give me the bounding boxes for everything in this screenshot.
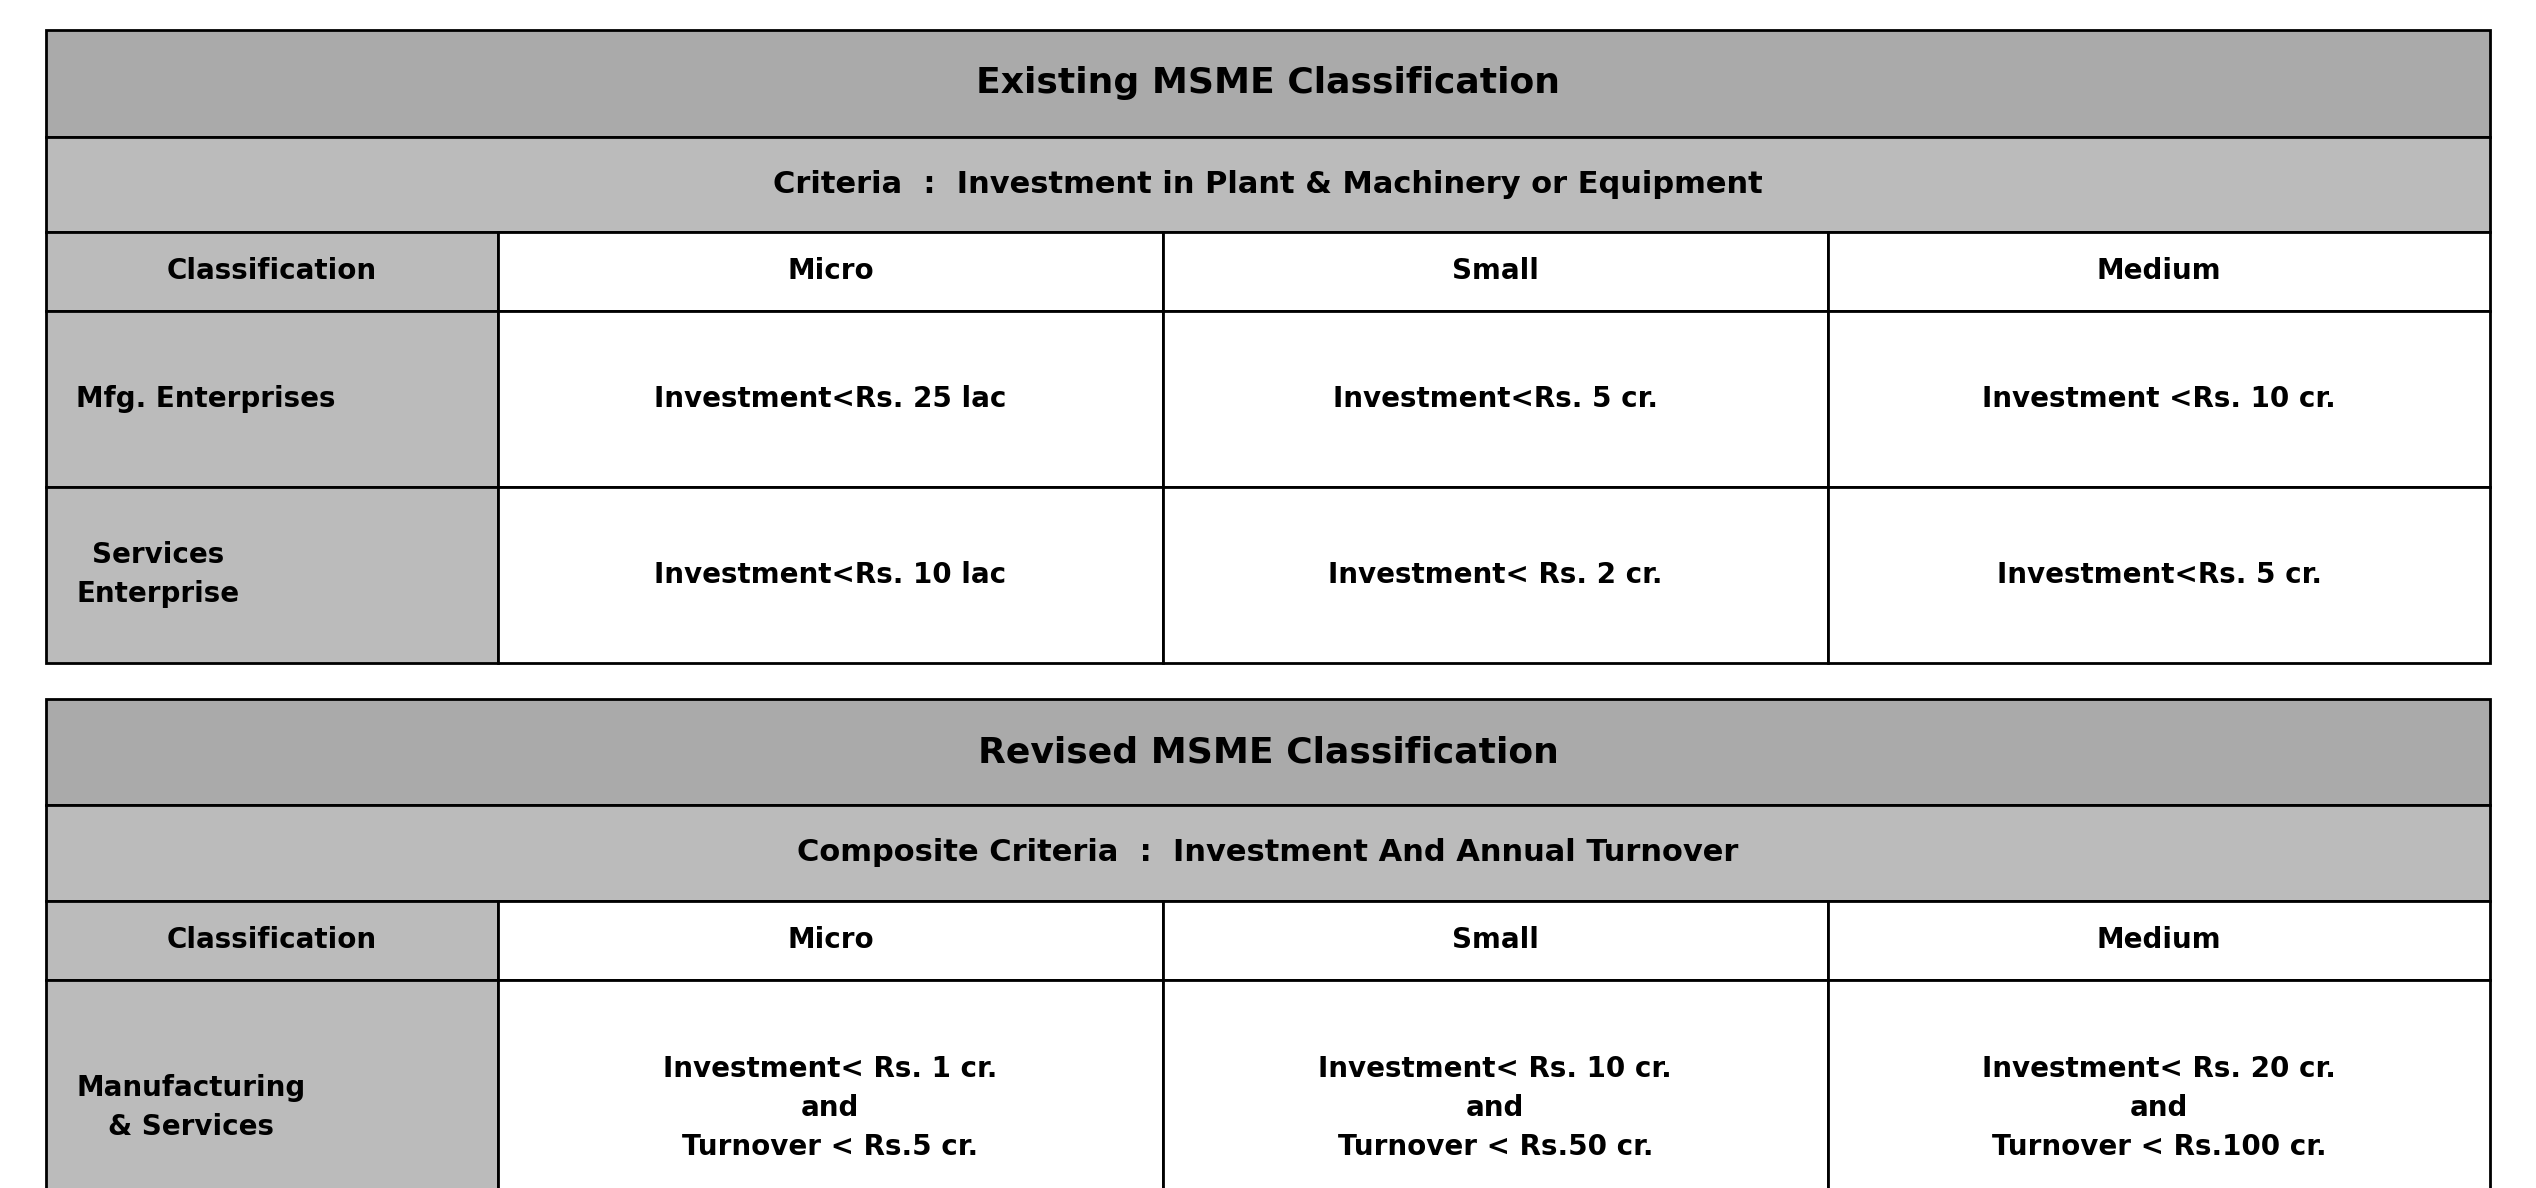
FancyBboxPatch shape: [46, 30, 2490, 137]
Text: Investment<Rs. 5 cr.: Investment<Rs. 5 cr.: [1334, 385, 1659, 413]
FancyBboxPatch shape: [497, 901, 1164, 980]
FancyBboxPatch shape: [1164, 232, 1828, 311]
Text: Investment< Rs. 20 cr.
and
Turnover < Rs.100 cr.: Investment< Rs. 20 cr. and Turnover < Rs…: [1983, 1055, 2336, 1161]
FancyBboxPatch shape: [497, 232, 1164, 311]
FancyBboxPatch shape: [46, 311, 497, 487]
Text: Classification: Classification: [167, 258, 378, 285]
Text: Revised MSME Classification: Revised MSME Classification: [976, 735, 1560, 769]
FancyBboxPatch shape: [46, 232, 497, 311]
FancyBboxPatch shape: [46, 980, 497, 1188]
FancyBboxPatch shape: [497, 980, 1164, 1188]
FancyBboxPatch shape: [46, 699, 2490, 805]
FancyBboxPatch shape: [1828, 487, 2490, 663]
FancyBboxPatch shape: [1828, 980, 2490, 1188]
Text: Investment<Rs. 10 lac: Investment<Rs. 10 lac: [654, 561, 1007, 589]
Text: Medium: Medium: [2097, 258, 2222, 285]
FancyBboxPatch shape: [1828, 311, 2490, 487]
FancyBboxPatch shape: [1164, 901, 1828, 980]
FancyBboxPatch shape: [497, 487, 1164, 663]
Text: Investment<Rs. 5 cr.: Investment<Rs. 5 cr.: [1996, 561, 2320, 589]
Text: Investment< Rs. 1 cr.
and
Turnover < Rs.5 cr.: Investment< Rs. 1 cr. and Turnover < Rs.…: [664, 1055, 997, 1161]
Text: Existing MSME Classification: Existing MSME Classification: [976, 67, 1560, 100]
FancyBboxPatch shape: [1164, 487, 1828, 663]
FancyBboxPatch shape: [1164, 311, 1828, 487]
Text: Small: Small: [1453, 258, 1539, 285]
Text: Medium: Medium: [2097, 927, 2222, 954]
Text: Criteria  :  Investment in Plant & Machinery or Equipment: Criteria : Investment in Plant & Machine…: [773, 170, 1763, 198]
Text: Micro: Micro: [786, 927, 875, 954]
Text: Investment< Rs. 10 cr.
and
Turnover < Rs.50 cr.: Investment< Rs. 10 cr. and Turnover < Rs…: [1319, 1055, 1671, 1161]
FancyBboxPatch shape: [46, 901, 497, 980]
FancyBboxPatch shape: [497, 311, 1164, 487]
Text: Composite Criteria  :  Investment And Annual Turnover: Composite Criteria : Investment And Annu…: [796, 839, 1740, 867]
Text: Small: Small: [1453, 927, 1539, 954]
FancyBboxPatch shape: [46, 487, 497, 663]
Text: Investment<Rs. 25 lac: Investment<Rs. 25 lac: [654, 385, 1007, 413]
FancyBboxPatch shape: [46, 137, 2490, 232]
FancyBboxPatch shape: [1828, 901, 2490, 980]
FancyBboxPatch shape: [1164, 980, 1828, 1188]
Text: Services
Enterprise: Services Enterprise: [76, 542, 238, 608]
Text: Investment <Rs. 10 cr.: Investment <Rs. 10 cr.: [1983, 385, 2336, 413]
Text: Manufacturing
& Services: Manufacturing & Services: [76, 1074, 304, 1142]
Text: Investment< Rs. 2 cr.: Investment< Rs. 2 cr.: [1329, 561, 1664, 589]
FancyBboxPatch shape: [1828, 232, 2490, 311]
Text: Mfg. Enterprises: Mfg. Enterprises: [76, 385, 335, 413]
Text: Micro: Micro: [786, 258, 875, 285]
Text: Classification: Classification: [167, 927, 378, 954]
FancyBboxPatch shape: [46, 805, 2490, 901]
